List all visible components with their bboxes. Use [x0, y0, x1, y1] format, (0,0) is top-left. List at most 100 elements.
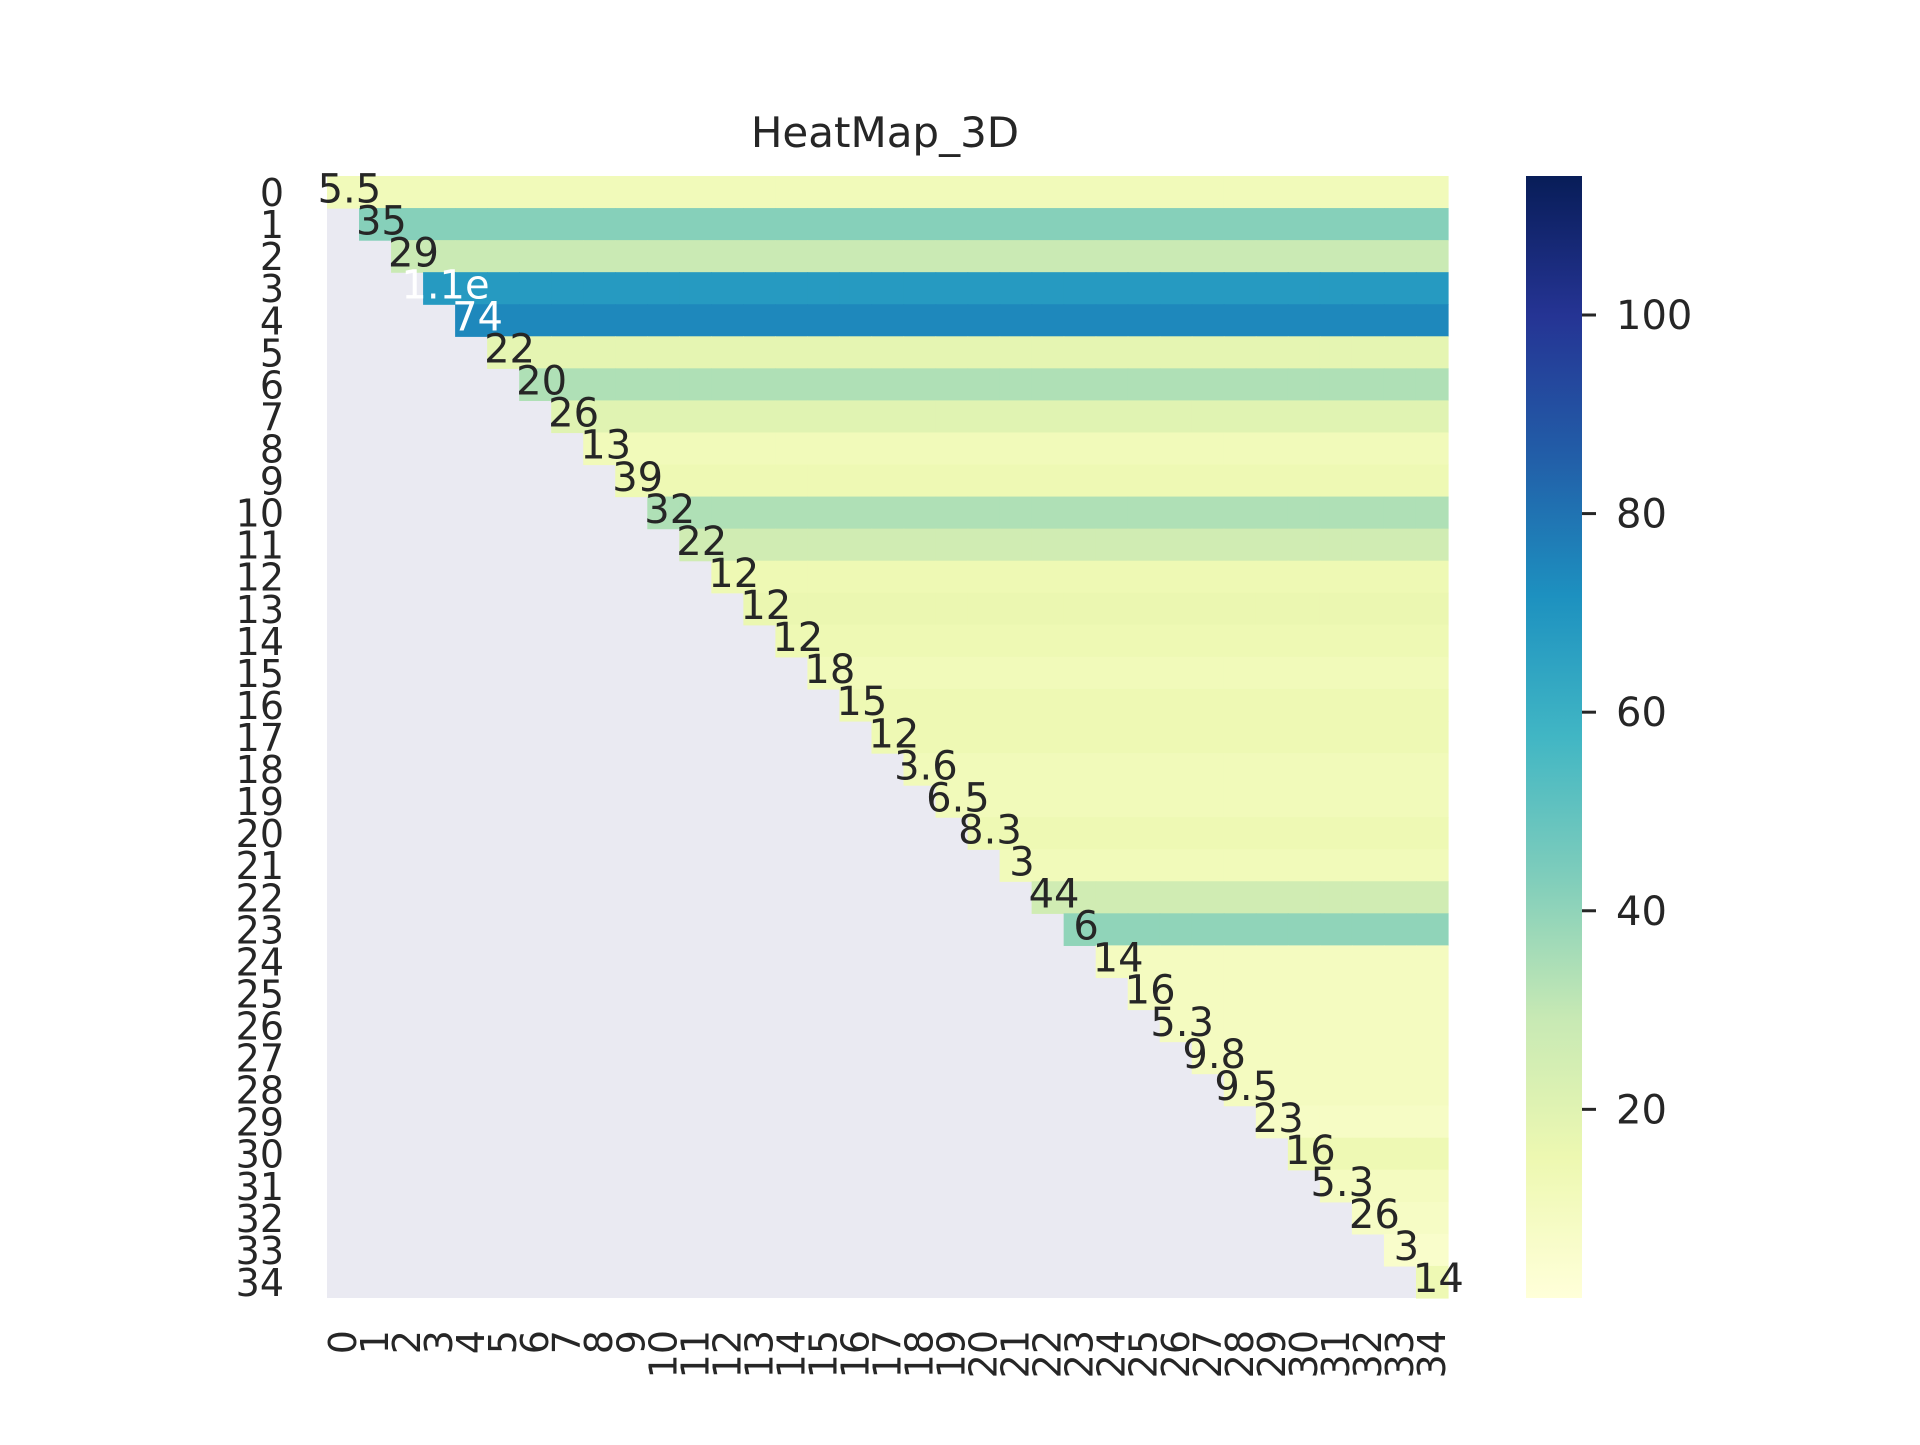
x-tick-label: 33: [1378, 1330, 1422, 1378]
heatmap-cell: [1351, 656, 1385, 690]
colorbar-tick-label: 80: [1616, 492, 1667, 538]
heatmap-cell: [1255, 400, 1289, 434]
heatmap-cell: [1415, 753, 1449, 786]
heatmap-cell: [711, 432, 744, 466]
heatmap-cell: [1287, 368, 1321, 401]
heatmap-cell: [903, 496, 937, 530]
heatmap-cell: [1351, 753, 1385, 786]
heatmap-cell: [1031, 881, 1065, 914]
heatmap-cell: [711, 560, 744, 594]
heatmap-cell: [1351, 945, 1385, 979]
heatmap-cell: [1319, 753, 1353, 786]
heatmap-cell: [1063, 176, 1097, 209]
heatmap-cell: [1287, 688, 1321, 722]
heatmap-cell: [1287, 656, 1321, 690]
heatmap-cell: [839, 336, 873, 369]
heatmap-cell: [1383, 1073, 1417, 1107]
heatmap-cell: [1319, 304, 1353, 337]
heatmap-cell: [999, 720, 1033, 754]
heatmap-cell: [903, 432, 937, 466]
heatmap-cell: [1223, 528, 1257, 562]
heatmap-cell: [1383, 1233, 1417, 1267]
heatmap-cell: [1223, 849, 1257, 882]
heatmap-cell: [743, 336, 776, 369]
y-tick-label: 19: [236, 780, 284, 824]
heatmap-cell: [903, 624, 937, 658]
heatmap-cell: [1255, 720, 1289, 754]
y-tick-label: 2: [260, 235, 284, 279]
heatmap-cell: [1319, 688, 1353, 722]
heatmap-cell: [935, 720, 969, 754]
y-tick-label: 30: [236, 1133, 284, 1177]
heatmap-cell: [1255, 977, 1289, 1011]
x-tick-label: 10: [641, 1330, 685, 1378]
heatmap-cell: [487, 208, 520, 241]
heatmap-cell: [1319, 528, 1353, 562]
heatmap-cell: [1351, 336, 1385, 369]
heatmap-cell: [583, 208, 616, 241]
heatmap-cell: [1415, 1233, 1449, 1267]
cell-annotation: 14: [1093, 936, 1144, 982]
heatmap-cell: [487, 176, 520, 209]
heatmap-cell: [455, 304, 488, 337]
heatmap-cell: [551, 400, 584, 434]
heatmap-cell: [1351, 528, 1385, 562]
heatmap-cell: [743, 496, 776, 530]
heatmap-cell: [871, 560, 905, 594]
x-tick-label: 28: [1218, 1330, 1262, 1378]
heatmap-cell: [1159, 560, 1193, 594]
heatmap-cell: [679, 304, 712, 337]
heatmap-cell: [1255, 336, 1289, 369]
heatmap-cell: [871, 400, 905, 434]
cell-annotation: 5.3: [1150, 1000, 1214, 1046]
cell-annotation: 9.5: [1214, 1064, 1278, 1110]
heatmap-cell: [839, 176, 873, 209]
heatmap-cell: [1383, 913, 1417, 946]
heatmap-cell: [1351, 881, 1385, 914]
y-tick-label: 12: [236, 556, 284, 600]
cell-annotation: 6: [1073, 904, 1098, 950]
cell-annotation: 26: [1349, 1192, 1400, 1238]
heatmap-cell: [1351, 1105, 1385, 1139]
heatmap-cell: [1255, 817, 1289, 850]
heatmap-cell: [1223, 400, 1257, 434]
heatmap-cell: [1095, 560, 1129, 594]
heatmap-cell: [1095, 720, 1129, 754]
heatmap-cell: [1287, 432, 1321, 466]
heatmap-cell: [1415, 849, 1449, 882]
heatmap-cell: [1063, 720, 1097, 754]
heatmap-cell: [1031, 624, 1065, 658]
heatmap-cell: [743, 176, 776, 209]
heatmap-cell: [1159, 464, 1193, 498]
heatmap-cell: [1095, 945, 1129, 979]
heatmap-cell: [1159, 304, 1193, 337]
heatmap-cell: [1095, 400, 1129, 434]
heatmap-cell: [647, 176, 680, 209]
heatmap-cell: [1063, 753, 1097, 786]
y-tick-labels: 0123456789101112131415161718192021222324…: [236, 171, 284, 1305]
heatmap-cell: [1191, 336, 1225, 369]
heatmap-cell: [1351, 432, 1385, 466]
heatmap-cell: [1351, 977, 1385, 1011]
heatmap-cell: [1287, 977, 1321, 1011]
heatmap-cell: [967, 785, 1001, 818]
heatmap-cell: [1287, 336, 1321, 369]
heatmap-cell: [1255, 496, 1289, 530]
heatmap-cell: [1063, 688, 1097, 722]
heatmap-cell: [1095, 240, 1129, 273]
heatmap-cell: [1223, 496, 1257, 530]
heatmap-cell: [1191, 817, 1225, 850]
y-tick-label: 9: [260, 460, 284, 504]
heatmap-cell: [1063, 368, 1097, 401]
heatmap-cell: [1063, 592, 1097, 626]
heatmap-cell: [1159, 368, 1193, 401]
heatmap-cell: [551, 272, 584, 305]
heatmap-cell: [583, 272, 616, 305]
heatmap-cell: [1255, 240, 1289, 273]
y-tick-label: 0: [260, 171, 284, 215]
heatmap-cell: [1415, 560, 1449, 594]
heatmap-cell: [1127, 368, 1161, 401]
heatmap-cell: [775, 496, 809, 530]
x-tick-label: 25: [1122, 1330, 1166, 1378]
heatmap-cell: [1191, 240, 1225, 273]
